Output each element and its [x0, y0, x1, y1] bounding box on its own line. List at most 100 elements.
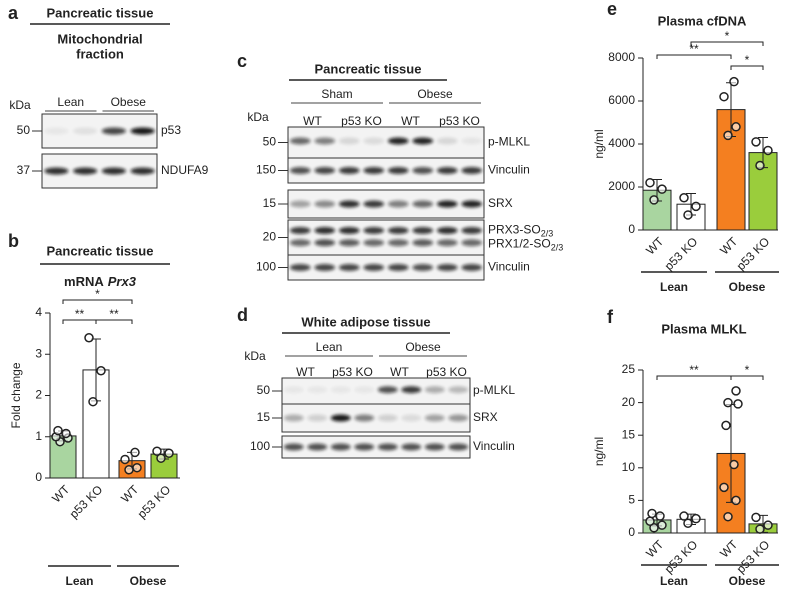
- band-label: PRX1/2-SO2/3: [488, 237, 563, 253]
- band-label: p-MLKL: [473, 383, 515, 397]
- blot-band: [130, 167, 155, 175]
- blot-band: [307, 414, 328, 422]
- group-label: Sham: [321, 87, 352, 101]
- group-label: Obese: [130, 574, 167, 588]
- y-tick-label: 20: [622, 395, 636, 409]
- x-tick-label: WT: [717, 537, 741, 561]
- blot-band: [314, 137, 336, 145]
- x-tick-label: p53 KO: [67, 482, 106, 521]
- significance-label: **: [75, 307, 85, 321]
- blot-band: [44, 167, 69, 175]
- data-point: [84, 333, 94, 343]
- data-point: [723, 511, 733, 522]
- kda-marker: 20: [263, 230, 277, 244]
- data-point: [751, 512, 761, 523]
- blot-band: [401, 443, 422, 451]
- genotype-label: WT: [401, 114, 420, 128]
- significance-label: *: [95, 287, 100, 301]
- blot-band: [314, 227, 336, 234]
- blot-band: [436, 264, 458, 271]
- data-point: [731, 495, 741, 506]
- group-label: Obese: [729, 280, 766, 294]
- blot-band: [461, 167, 483, 174]
- x-tick-label: p53 KO: [662, 234, 701, 273]
- x-tick-label: WT: [118, 482, 142, 506]
- blot-band: [101, 127, 126, 135]
- blot-band: [44, 127, 69, 135]
- chart-title-text: mRNA: [64, 274, 104, 289]
- data-point: [61, 428, 71, 439]
- panel-letter: d: [237, 305, 248, 325]
- significance-label: **: [689, 363, 699, 377]
- blot-band: [401, 386, 422, 394]
- data-point: [124, 465, 134, 475]
- chart-title: Plasma MLKL: [661, 321, 746, 336]
- blot-band: [387, 137, 409, 145]
- blot-band: [330, 386, 351, 394]
- data-point: [679, 511, 689, 521]
- blot-band: [412, 264, 434, 271]
- blot-band: [424, 414, 445, 422]
- group-label: Lean: [316, 340, 343, 354]
- panel-letter: a: [8, 3, 19, 23]
- group-label: Obese: [729, 574, 766, 588]
- blot-band: [412, 200, 434, 208]
- blot-band: [412, 137, 434, 145]
- x-tick-label: WT: [49, 482, 73, 506]
- data-point: [723, 397, 733, 408]
- blot-band: [363, 167, 385, 174]
- data-point: [729, 459, 739, 470]
- blot-subtitle: fraction: [76, 46, 124, 61]
- blot-band: [412, 167, 434, 174]
- y-tick-label: 15: [622, 427, 636, 441]
- data-point: [88, 396, 98, 407]
- blot-band: [363, 227, 385, 234]
- blot-band: [283, 414, 304, 422]
- blot-band: [314, 200, 336, 208]
- data-point: [645, 177, 655, 188]
- band-label-sub: 2/3: [551, 243, 564, 253]
- blot-band: [387, 264, 409, 271]
- band-label: Vinculin: [488, 260, 530, 274]
- panel-letter: e: [607, 0, 617, 19]
- y-tick-label: 0: [35, 470, 42, 484]
- kda-label: kDa: [247, 110, 269, 124]
- x-tick-label: WT: [643, 537, 667, 561]
- y-axis-label: ng/ml: [592, 129, 606, 158]
- data-point: [649, 195, 659, 205]
- panel-letter: f: [607, 307, 614, 327]
- blot-band: [377, 386, 398, 394]
- band-label: Vinculin: [473, 439, 515, 453]
- blot-band: [401, 414, 422, 422]
- band-label: SRX: [488, 196, 513, 210]
- kda-marker: 50: [257, 383, 271, 397]
- blot-band: [461, 239, 483, 247]
- blot-band: [307, 443, 328, 451]
- band-label-text: PRX1/2-SO: [488, 237, 551, 251]
- blot-band: [354, 386, 375, 394]
- genotype-label: p53 KO: [341, 114, 382, 128]
- data-point: [691, 201, 701, 212]
- panel-letter: c: [237, 51, 247, 71]
- y-tick-label: 2: [35, 388, 42, 402]
- kda-marker: 50: [263, 135, 277, 149]
- data-point: [132, 462, 142, 473]
- blot-band: [387, 239, 409, 247]
- blot-band: [461, 137, 483, 145]
- chart-title: Plasma cfDNA: [658, 13, 747, 28]
- data-point: [96, 366, 106, 376]
- y-tick-label: 0: [628, 222, 635, 236]
- blot-band: [289, 200, 311, 208]
- blot-band: [289, 167, 311, 174]
- group-label: Obese: [111, 95, 147, 109]
- blot-band: [73, 167, 98, 175]
- chart-title: mRNA Prx3: [64, 274, 137, 289]
- blot-band: [424, 386, 445, 394]
- y-tick-label: 10: [622, 460, 636, 474]
- data-point: [130, 447, 140, 458]
- y-axis-label: ng/ml: [592, 437, 606, 466]
- kda-marker: 15: [257, 410, 271, 424]
- data-point: [721, 420, 731, 431]
- blot-band: [412, 227, 434, 234]
